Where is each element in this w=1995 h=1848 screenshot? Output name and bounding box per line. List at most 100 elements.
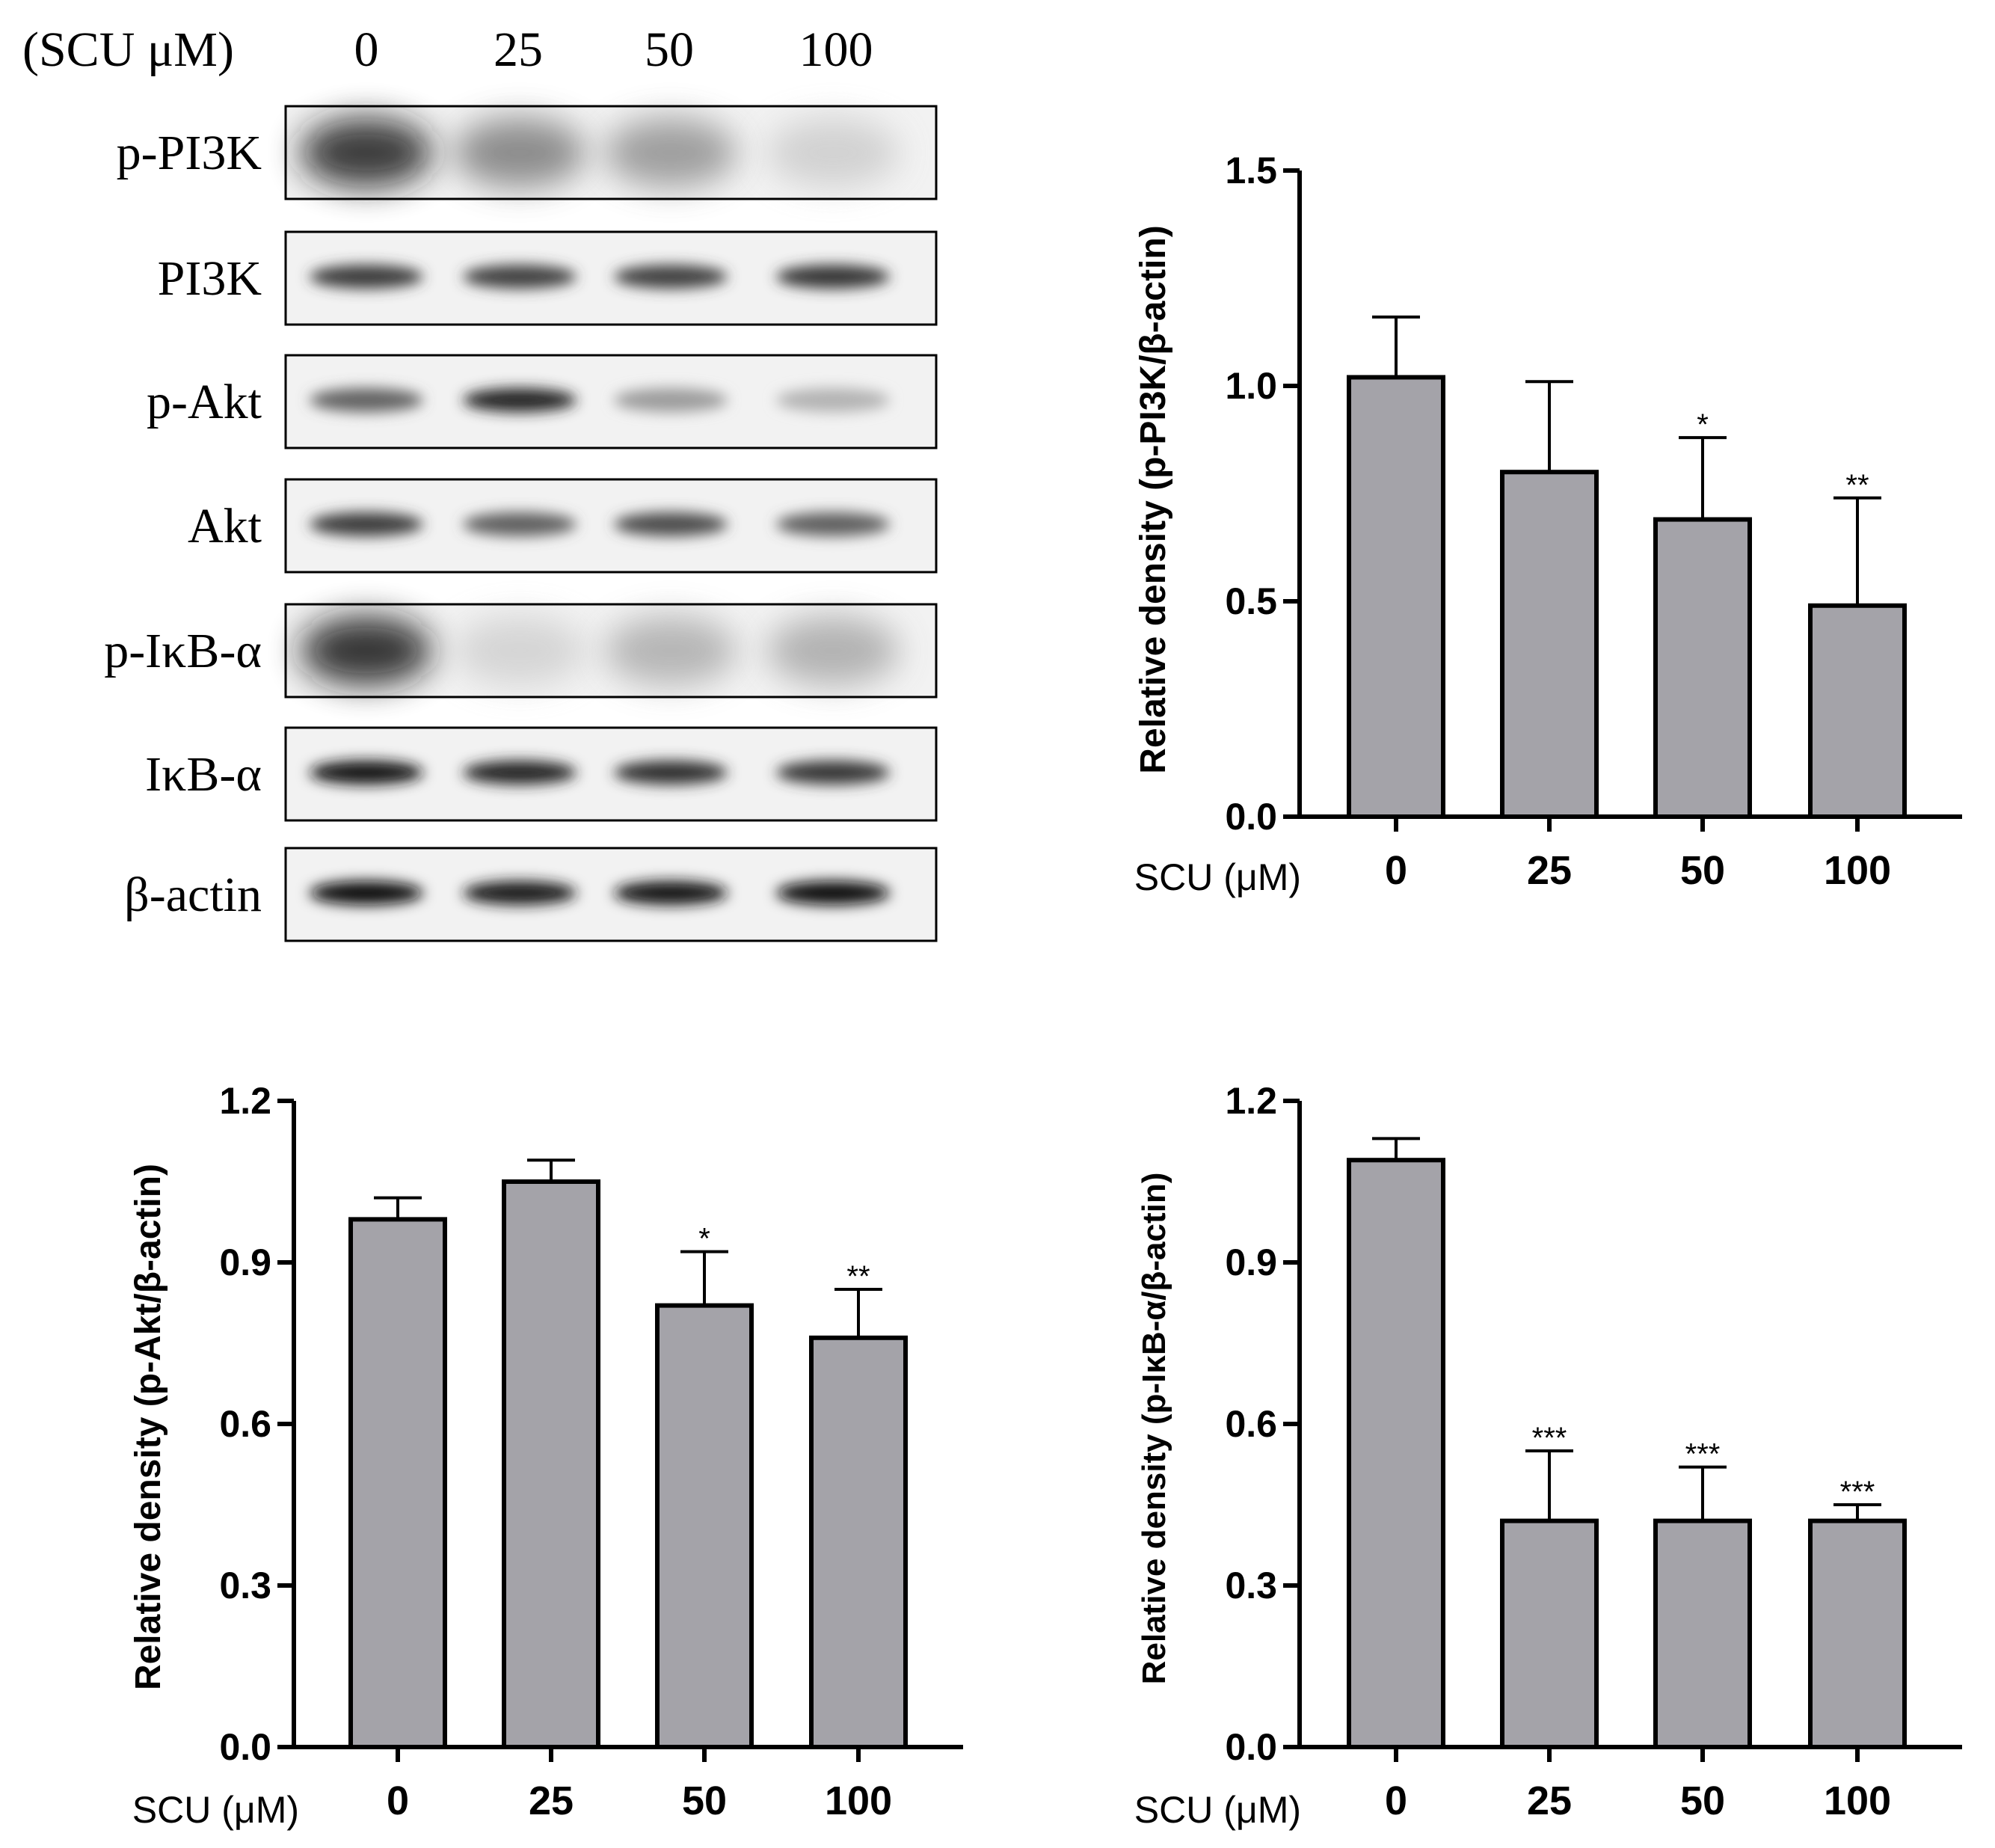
- y-tick-label: 0.6: [1225, 1403, 1277, 1445]
- blot-row: p-IκB-α: [104, 603, 938, 699]
- blot-protein-label: p-IκB-α: [104, 624, 262, 678]
- blot-row: PI3K: [158, 230, 938, 326]
- significance-marker: *: [1697, 408, 1709, 441]
- blot-band: [463, 265, 577, 289]
- blot-band: [776, 512, 890, 536]
- bar: [348, 1217, 447, 1749]
- blot-band: [310, 881, 423, 905]
- chart-p-akt-ylabel: Relative density (p-Akt/β-actin): [129, 1164, 168, 1690]
- blot-lane-label: 50: [645, 22, 694, 77]
- x-tick-label: 0: [387, 1778, 409, 1823]
- x-tick-label: 0: [1385, 1778, 1407, 1823]
- y-tick-label: 0.0: [1225, 1726, 1277, 1768]
- blot-strip-border: [284, 603, 938, 699]
- blot-protein-label: IκB-α: [145, 747, 262, 802]
- significance-marker: ***: [1532, 1422, 1567, 1455]
- bar: [655, 1303, 754, 1749]
- blot-protein-label: p-Akt: [147, 375, 262, 429]
- x-tick-label: 25: [529, 1778, 574, 1823]
- blot-row: IκB-α: [145, 726, 938, 822]
- blot-band: [767, 616, 899, 685]
- blot-row: p-Akt: [147, 354, 938, 449]
- chart-p-akt-xlabel: SCU (μM): [132, 1789, 299, 1831]
- blot-band: [310, 388, 423, 412]
- blot-protein-label: β-actin: [124, 868, 262, 922]
- blot-band: [614, 761, 728, 785]
- chart-p-ikb-plot: 0.0 0.3 0.6 0.9 1.2 0 25 *** 50 *** 100 ***: [1225, 1080, 1962, 1823]
- y-tick-label: 0.0: [1225, 796, 1277, 838]
- bar: [1500, 1518, 1599, 1749]
- blot-band: [605, 616, 737, 685]
- chart-p-pi3k-plot: 0.0 0.5 1.0 1.5 0 25 50 * 100 **: [1225, 150, 1962, 893]
- bar: [1347, 375, 1445, 820]
- blot-band: [310, 265, 423, 289]
- chart-p-pi3k: Relative density (p-PI3K/β-actin) SCU (μ…: [1134, 150, 1962, 898]
- blot-band: [463, 881, 577, 905]
- significance-marker: **: [846, 1260, 870, 1293]
- blot-strips: p-PI3K PI3K p-Akt Akt p-IκB-α IκB-α β-actin: [104, 105, 938, 942]
- x-tick-label: 25: [1527, 848, 1572, 893]
- blot-lane-label: 25: [494, 22, 543, 77]
- blot-band: [463, 512, 577, 536]
- significance-marker: **: [1845, 469, 1869, 502]
- blot-protein-label: Akt: [188, 499, 262, 553]
- x-tick-label: 25: [1527, 1778, 1572, 1823]
- x-tick-label: 50: [1680, 848, 1725, 893]
- y-tick-label: 1.0: [1225, 365, 1277, 407]
- y-tick-label: 0.5: [1225, 580, 1277, 622]
- bar: [1347, 1158, 1445, 1749]
- blot-band: [605, 118, 737, 187]
- chart-p-akt: Relative density (p-Akt/β-actin) SCU (μM…: [129, 1080, 963, 1831]
- bar: [502, 1179, 600, 1749]
- blot-band: [614, 265, 728, 289]
- blot-strip-border: [284, 726, 938, 822]
- significance-marker: ***: [1685, 1438, 1721, 1471]
- chart-p-ikb-xlabel: SCU (μM): [1134, 1789, 1301, 1831]
- bar: [1653, 517, 1752, 819]
- chart-p-pi3k-xlabel: SCU (μM): [1134, 856, 1301, 898]
- blot-band: [614, 388, 728, 412]
- significance-marker: ***: [1840, 1476, 1875, 1508]
- bar: [809, 1335, 908, 1750]
- y-tick-label: 1.2: [219, 1080, 271, 1122]
- blot-band: [463, 761, 577, 785]
- significance-marker: *: [698, 1223, 710, 1256]
- blot-band: [776, 761, 890, 785]
- x-tick-label: 50: [682, 1778, 727, 1823]
- chart-p-akt-plot: 0.0 0.3 0.6 0.9 1.2 0 25 50 * 100 **: [219, 1080, 963, 1823]
- bar: [1653, 1518, 1752, 1749]
- blot-band: [463, 388, 577, 412]
- y-tick-label: 0.9: [1225, 1241, 1277, 1283]
- blot-lane-labels: 0 25 50 100: [354, 22, 873, 77]
- chart-p-ikb: Relative density (p-IκB-α/β-actin) SCU (…: [1134, 1080, 1962, 1831]
- blot-strip-border: [284, 354, 938, 449]
- blot-protein-label: p-PI3K: [117, 126, 262, 180]
- blot-band: [310, 761, 423, 785]
- x-tick-label: 100: [1824, 848, 1891, 893]
- bar: [1500, 470, 1599, 819]
- blot-band: [776, 388, 890, 412]
- chart-p-pi3k-ylabel: Relative density (p-PI3K/β-actin): [1134, 225, 1173, 773]
- y-tick-label: 0.6: [219, 1403, 271, 1445]
- western-blot-panel: (SCU μM) 0 25 50 100 p-PI3K PI3K p-Akt Akt p-Iκ…: [22, 22, 938, 942]
- blot-lane-label: 0: [354, 22, 379, 77]
- x-tick-label: 50: [1680, 1778, 1725, 1823]
- x-tick-label: 100: [825, 1778, 892, 1823]
- blot-lane-label: 100: [799, 22, 873, 77]
- y-tick-label: 1.5: [1225, 150, 1277, 191]
- blot-band: [614, 881, 728, 905]
- blot-strip-border: [284, 847, 938, 942]
- bar: [1808, 603, 1907, 819]
- chart-p-ikb-ylabel: Relative density (p-IκB-α/β-actin): [1136, 1173, 1172, 1685]
- blot-band: [301, 616, 432, 685]
- blot-row: p-PI3K: [117, 105, 938, 200]
- y-tick-label: 0.0: [219, 1726, 271, 1768]
- blot-strip-border: [284, 230, 938, 326]
- y-tick-label: 0.9: [219, 1241, 271, 1283]
- x-tick-label: 0: [1385, 848, 1407, 893]
- blot-band: [454, 616, 585, 685]
- y-tick-label: 1.2: [1225, 1080, 1277, 1122]
- blot-strip-border: [284, 105, 938, 200]
- blot-band: [310, 512, 423, 536]
